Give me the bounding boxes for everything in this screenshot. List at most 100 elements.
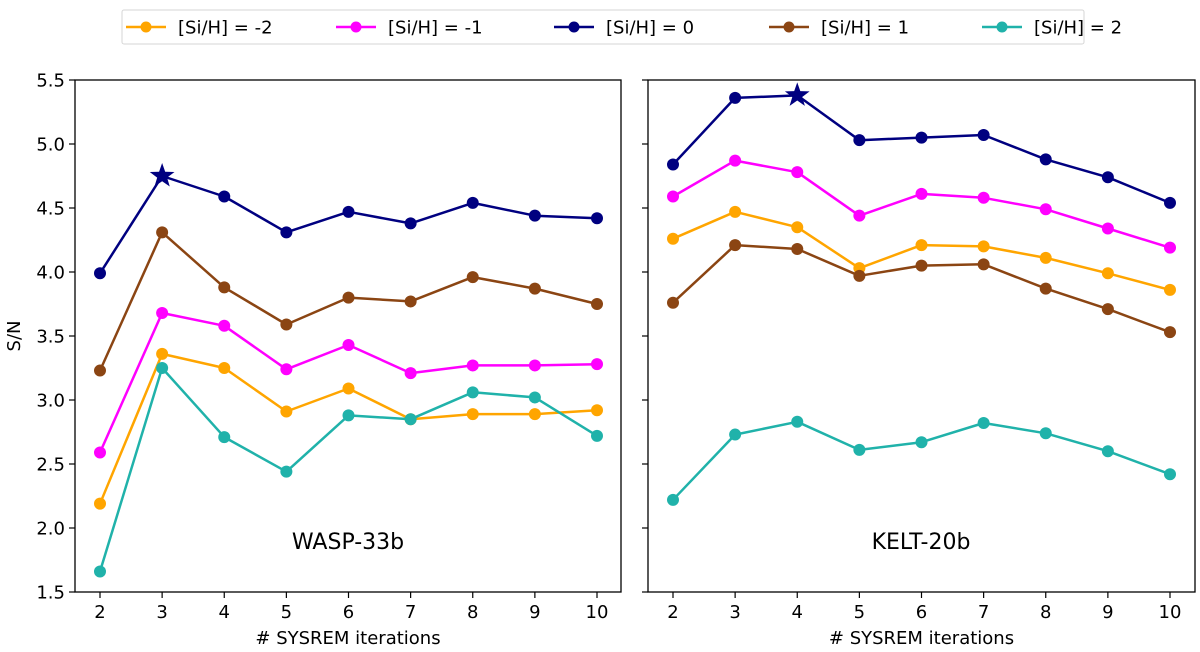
best-star-marker bbox=[149, 163, 175, 187]
y-tick-label: 5.0 bbox=[36, 135, 65, 156]
data-point bbox=[591, 358, 603, 371]
data-point bbox=[218, 190, 231, 203]
data-point bbox=[94, 446, 106, 459]
data-point bbox=[342, 382, 355, 395]
data-point bbox=[94, 565, 106, 578]
x-tick-label: 9 bbox=[529, 602, 540, 623]
data-point bbox=[977, 240, 990, 253]
x-tick-label: 7 bbox=[405, 602, 416, 623]
data-point bbox=[1101, 303, 1114, 316]
x-tick-label: 9 bbox=[1102, 602, 1113, 623]
x-tick-label: 2 bbox=[667, 602, 678, 623]
x-tick-label: 5 bbox=[281, 602, 292, 623]
plot-frame bbox=[74, 79, 622, 593]
y-tick-label: 2.0 bbox=[36, 519, 65, 540]
panel-right: 2 3 4 5 6 7 8 9 10 # SYSREM iterations KELT-20b bbox=[642, 79, 1196, 649]
legend-marker-swatch bbox=[140, 21, 152, 33]
data-point bbox=[280, 226, 293, 239]
data-point bbox=[667, 190, 679, 203]
legend-frame bbox=[121, 9, 1085, 45]
data-point bbox=[1164, 196, 1176, 209]
data-point bbox=[1101, 445, 1114, 458]
series-line bbox=[672, 94, 1171, 205]
data-point bbox=[1039, 153, 1052, 166]
series-line bbox=[98, 352, 598, 505]
panels: 1.5 2.0 2.5 3.0 3.5 4.0 4.5 5.0 5.5 2 3 4 5 6 7 8 9 10 # S… bbox=[36, 71, 1196, 649]
planet-annotation: WASP-33b bbox=[292, 530, 404, 555]
series bbox=[667, 239, 1176, 339]
data-point bbox=[853, 443, 866, 456]
x-tick-label: 2 bbox=[94, 602, 105, 623]
data-point bbox=[342, 205, 355, 218]
data-point bbox=[1101, 267, 1114, 280]
data-point bbox=[466, 196, 479, 209]
panel-left: 1.5 2.0 2.5 3.0 3.5 4.0 4.5 5.0 5.5 2 3 4 5 6 7 8 9 10 # S… bbox=[36, 71, 622, 649]
data-point bbox=[466, 359, 479, 372]
data-point bbox=[466, 386, 479, 399]
data-point bbox=[791, 242, 804, 255]
legend-label: [Si/H] = 1 bbox=[821, 18, 909, 39]
data-point bbox=[280, 318, 293, 331]
data-point bbox=[1039, 203, 1052, 216]
series bbox=[94, 306, 603, 459]
data-point bbox=[466, 408, 479, 421]
y-tick-label: 1.5 bbox=[36, 583, 65, 604]
x-tick-label: 10 bbox=[586, 602, 609, 623]
legend-label: [Si/H] = -2 bbox=[178, 18, 273, 39]
series bbox=[94, 226, 603, 377]
y-axis-label: S/N bbox=[4, 321, 25, 352]
data-point bbox=[853, 134, 866, 147]
legend-entry: [Si/H] = 2 bbox=[982, 18, 1122, 39]
data-point bbox=[591, 212, 603, 225]
series bbox=[94, 347, 603, 510]
data-point bbox=[156, 362, 169, 374]
data-point bbox=[342, 409, 355, 422]
x-tick-label: 4 bbox=[219, 602, 230, 623]
data-point bbox=[156, 306, 169, 319]
data-point bbox=[915, 436, 928, 449]
planet-annotation: KELT-20b bbox=[872, 530, 971, 555]
data-point bbox=[280, 405, 293, 418]
data-point bbox=[1039, 427, 1052, 440]
legend-label: [Si/H] = 0 bbox=[606, 18, 694, 39]
data-point bbox=[977, 258, 990, 271]
series bbox=[667, 205, 1176, 296]
legend-label: [Si/H] = 2 bbox=[1034, 18, 1122, 39]
data-point bbox=[791, 415, 804, 428]
data-point bbox=[915, 239, 928, 252]
series-line bbox=[98, 174, 598, 274]
data-point bbox=[977, 129, 990, 142]
data-point bbox=[591, 429, 603, 442]
data-point bbox=[528, 282, 541, 295]
data-point bbox=[667, 493, 679, 506]
data-point bbox=[1101, 222, 1114, 235]
data-point bbox=[667, 232, 679, 245]
x-tick-label: 3 bbox=[729, 602, 740, 623]
data-point bbox=[280, 363, 293, 376]
legend-entry: [Si/H] = 1 bbox=[769, 18, 909, 39]
x-tick-label: 8 bbox=[467, 602, 478, 623]
data-point bbox=[791, 166, 804, 179]
data-point bbox=[1164, 468, 1176, 481]
x-tick-label: 6 bbox=[343, 602, 354, 623]
x-tick-label: 4 bbox=[792, 602, 803, 623]
data-point bbox=[156, 347, 169, 360]
x-tick-label: 5 bbox=[854, 602, 865, 623]
legend-entry: [Si/H] = 0 bbox=[554, 18, 694, 39]
legend-marker-swatch bbox=[996, 21, 1008, 33]
data-point bbox=[977, 417, 990, 430]
series bbox=[94, 362, 603, 578]
data-point bbox=[404, 367, 417, 380]
y-tick-label: 4.0 bbox=[36, 263, 65, 284]
data-point bbox=[1164, 241, 1176, 254]
data-point bbox=[94, 497, 106, 510]
data-point bbox=[342, 338, 355, 351]
data-point bbox=[1101, 171, 1114, 184]
y-tick-label: 5.5 bbox=[36, 71, 65, 92]
data-point bbox=[1039, 282, 1052, 295]
data-point bbox=[528, 209, 541, 222]
x-tick-label: 7 bbox=[978, 602, 989, 623]
data-point bbox=[729, 205, 742, 218]
data-point bbox=[528, 359, 541, 372]
